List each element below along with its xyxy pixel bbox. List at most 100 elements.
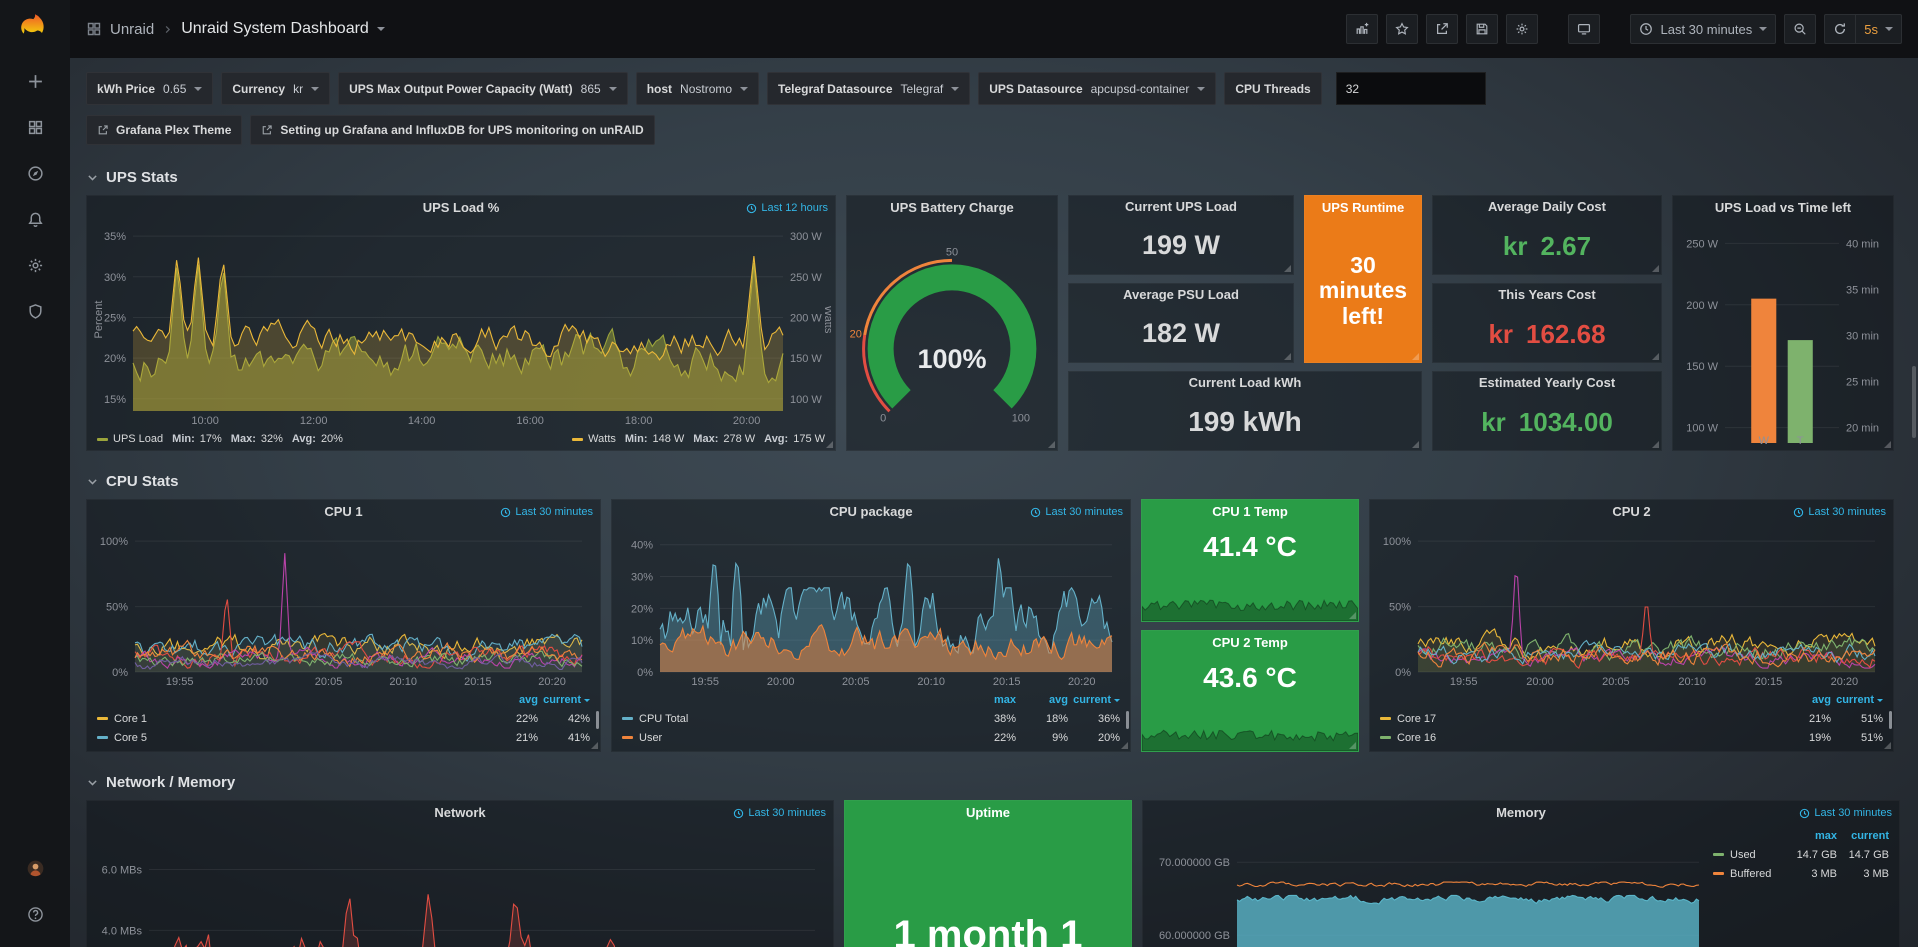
- breadcrumb-app[interactable]: Unraid: [110, 21, 154, 38]
- variable-kwh-price[interactable]: kWh Price 0.65: [86, 72, 213, 105]
- panel-title[interactable]: UPS Battery Charge: [847, 196, 1057, 220]
- panel-title[interactable]: This Years Cost: [1433, 284, 1661, 306]
- ups-load-vs-time-chart[interactable]: 100 W150 W200 W250 W20 min25 min30 min35…: [1677, 222, 1889, 448]
- variable-ups-datasource[interactable]: UPS Datasource apcupsd-container: [978, 72, 1216, 105]
- panel-time-range[interactable]: Last 12 hours: [746, 202, 828, 214]
- sidebar-item-server-admin[interactable]: [0, 288, 70, 334]
- panel-time-range[interactable]: Last 30 minutes: [1030, 506, 1123, 518]
- panel-resize-handle[interactable]: [1652, 265, 1659, 272]
- panel-title[interactable]: Current UPS Load: [1069, 196, 1293, 218]
- panel-title[interactable]: Average Daily Cost: [1433, 196, 1661, 218]
- legend-sort-avg[interactable]: avg: [1016, 694, 1068, 706]
- panel-resize-handle[interactable]: [826, 441, 833, 448]
- sidebar-item-configuration[interactable]: [0, 242, 70, 288]
- cpu2-chart[interactable]: 0%50%100%19:5520:0020:0520:1020:1520:20: [1374, 526, 1889, 689]
- panel-resize-handle[interactable]: [1412, 441, 1419, 448]
- zoom-out-button[interactable]: [1784, 14, 1816, 44]
- cpu-package-chart[interactable]: 0%10%20%30%40%19:5520:0020:0520:1020:152…: [616, 526, 1126, 689]
- panel-title[interactable]: Uptime: [845, 801, 1131, 825]
- legend-sort-current[interactable]: current: [1068, 694, 1120, 706]
- cpu1-chart[interactable]: 0%50%100%19:5520:0020:0520:1020:1520:20: [91, 526, 596, 689]
- sidebar-item-explore[interactable]: [0, 150, 70, 196]
- link-ups-monitoring-guide[interactable]: Setting up Grafana and InfluxDB for UPS …: [250, 115, 654, 145]
- legend-sort-max[interactable]: max: [964, 694, 1016, 706]
- panel-title[interactable]: CPU 2 Temp: [1142, 631, 1358, 655]
- panel-resize-handle[interactable]: [1121, 742, 1128, 749]
- panel-resize-handle[interactable]: [1349, 742, 1356, 749]
- variable-telegraf-datasource[interactable]: Telegraf Datasource Telegraf: [767, 72, 970, 105]
- legend-sort-avg[interactable]: avg: [1779, 694, 1831, 706]
- variable-currency[interactable]: Currency kr: [221, 72, 330, 105]
- legend-row-core-16[interactable]: Core 16 19% 51%: [1380, 728, 1883, 747]
- sidebar-item-dashboards[interactable]: [0, 104, 70, 150]
- legend-row-core-1[interactable]: Core 1 22% 42%: [97, 709, 590, 728]
- panel-resize-handle[interactable]: [1284, 353, 1291, 360]
- legend-row-core-17[interactable]: Core 17 21% 51%: [1380, 709, 1883, 728]
- time-range-picker[interactable]: Last 30 minutes: [1630, 14, 1776, 44]
- legend-sort-current[interactable]: current: [1831, 694, 1883, 706]
- panel-title[interactable]: UPS Load %: [87, 196, 835, 220]
- panel-time-range[interactable]: Last 30 minutes: [733, 807, 826, 819]
- panel-resize-handle[interactable]: [1652, 353, 1659, 360]
- panel-time-range[interactable]: Last 30 minutes: [1793, 506, 1886, 518]
- dashboard-title[interactable]: Unraid System Dashboard: [181, 20, 369, 38]
- variable-ups-max-output[interactable]: UPS Max Output Power Capacity (Watt) 865: [338, 72, 628, 105]
- legend-row-used[interactable]: Used 14.7 GB 14.7 GB: [1713, 845, 1889, 864]
- legend-scrollbar[interactable]: [596, 711, 599, 729]
- ups-load-chart[interactable]: 15%20%25%30%35%100 W150 W200 W250 W300 W…: [91, 222, 831, 428]
- save-button[interactable]: [1466, 14, 1498, 44]
- legend-row-core-5[interactable]: Core 5 21% 41%: [97, 728, 590, 747]
- battery-gauge[interactable]: 05010020 100%: [847, 220, 1057, 450]
- panel-title[interactable]: UPS Runtime: [1305, 196, 1421, 220]
- panel-title[interactable]: Current Load kWh: [1069, 372, 1421, 394]
- caret-down-icon[interactable]: [377, 27, 385, 31]
- legend-row-cpu-total[interactable]: CPU Total 38% 18% 36%: [622, 709, 1120, 728]
- star-button[interactable]: [1386, 14, 1418, 44]
- memory-chart[interactable]: 50.000000 GB60.000000 GB70.000000 GB: [1147, 827, 1709, 947]
- panel-title[interactable]: Average PSU Load: [1069, 284, 1293, 306]
- legend-item-watts[interactable]: Watts Min:148 W Max:278 W Avg:175 W: [572, 433, 825, 445]
- add-panel-button[interactable]: [1346, 14, 1378, 44]
- cpu-threads-input[interactable]: [1336, 72, 1486, 105]
- link-grafana-plex-theme[interactable]: Grafana Plex Theme: [86, 115, 242, 145]
- panel-title[interactable]: Memory: [1143, 801, 1899, 825]
- row-header-ups-stats[interactable]: UPS Stats: [86, 159, 1902, 195]
- sidebar-item-help[interactable]: [0, 891, 70, 937]
- dashboard-settings-button[interactable]: [1506, 14, 1538, 44]
- legend-sort-current[interactable]: current: [1837, 830, 1889, 842]
- panel-time-range[interactable]: Last 30 minutes: [500, 506, 593, 518]
- sidebar-item-profile[interactable]: [0, 845, 70, 891]
- share-button[interactable]: [1426, 14, 1458, 44]
- legend-row-user[interactable]: User 22% 9% 20%: [622, 728, 1120, 747]
- legend-scrollbar[interactable]: [1889, 711, 1892, 729]
- panel-resize-handle[interactable]: [1884, 742, 1891, 749]
- legend-sort-current[interactable]: current: [538, 694, 590, 706]
- page-scrollbar[interactable]: [1912, 366, 1916, 438]
- panel-time-range[interactable]: Last 30 minutes: [1799, 807, 1892, 819]
- row-header-cpu-stats[interactable]: CPU Stats: [86, 463, 1902, 499]
- panel-title[interactable]: Estimated Yearly Cost: [1433, 372, 1661, 394]
- panel-title[interactable]: UPS Load vs Time left: [1673, 196, 1893, 220]
- panel-resize-handle[interactable]: [1048, 441, 1055, 448]
- panel-resize-handle[interactable]: [1412, 353, 1419, 360]
- panel-resize-handle[interactable]: [1884, 441, 1891, 448]
- sidebar-item-alerting[interactable]: [0, 196, 70, 242]
- legend-sort-avg[interactable]: avg: [486, 694, 538, 706]
- panel-title[interactable]: CPU 1 Temp: [1142, 500, 1358, 524]
- legend-sort-max[interactable]: max: [1785, 830, 1837, 842]
- row-header-network-memory[interactable]: Network / Memory: [86, 764, 1902, 800]
- panel-resize-handle[interactable]: [1284, 265, 1291, 272]
- refresh-interval-picker[interactable]: 5s: [1855, 14, 1902, 44]
- cycle-view-button[interactable]: [1568, 14, 1600, 44]
- refresh-button[interactable]: [1824, 14, 1855, 44]
- panel-resize-handle[interactable]: [1349, 612, 1356, 619]
- grafana-logo[interactable]: [0, 0, 70, 58]
- variable-host[interactable]: host Nostromo: [636, 72, 759, 105]
- panel-resize-handle[interactable]: [1652, 441, 1659, 448]
- legend-scrollbar[interactable]: [1126, 711, 1129, 729]
- legend-row-buffered[interactable]: Buffered 3 MB 3 MB: [1713, 864, 1889, 883]
- panel-resize-handle[interactable]: [591, 742, 598, 749]
- panel-title[interactable]: Network: [87, 801, 833, 825]
- legend-item-ups-load[interactable]: UPS Load Min:17% Max:32% Avg:20%: [97, 433, 343, 445]
- network-chart[interactable]: 2.0 MBs4.0 MBs6.0 MBs: [91, 827, 829, 947]
